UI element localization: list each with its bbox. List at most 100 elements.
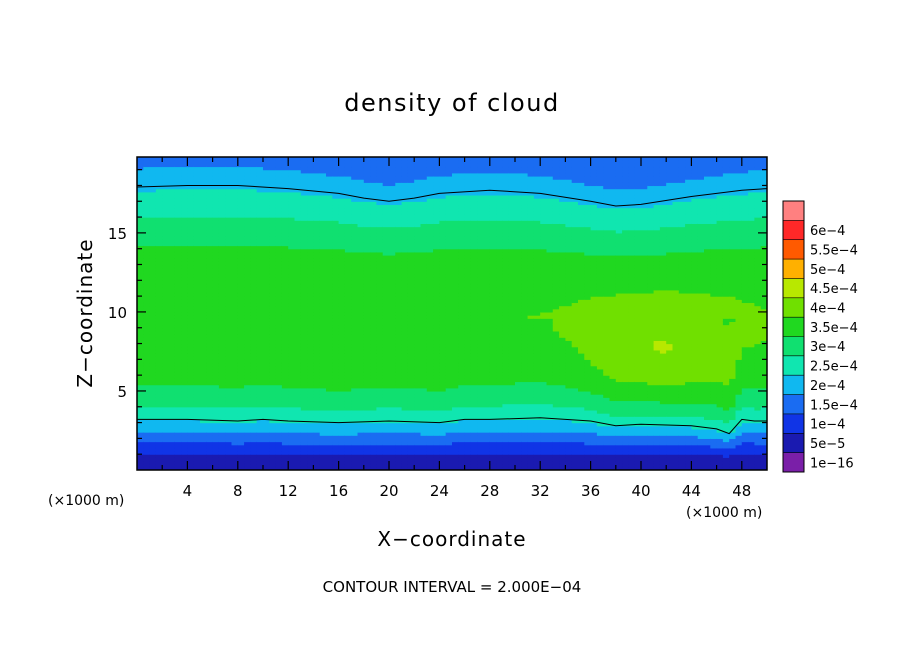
density-cell <box>357 428 365 433</box>
density-cell <box>332 270 340 275</box>
density-cell <box>313 327 321 332</box>
density-cell <box>187 302 195 307</box>
density-cell <box>200 356 207 360</box>
density-cell <box>426 381 434 386</box>
density-cell <box>168 270 176 275</box>
density-cell <box>275 264 283 269</box>
density-cell <box>155 277 163 281</box>
density-cell <box>319 283 327 288</box>
density-cell <box>237 283 245 288</box>
density-cell <box>307 324 314 329</box>
density-cell <box>351 182 359 187</box>
density-cell <box>256 435 264 439</box>
density-cell <box>137 337 144 341</box>
density-cell <box>401 334 409 338</box>
density-cell <box>244 191 251 196</box>
density-cell <box>395 226 403 231</box>
density-cell <box>439 198 447 202</box>
density-cell <box>363 416 371 421</box>
density-cell <box>244 232 251 237</box>
density-cell <box>351 169 359 174</box>
density-cell <box>332 451 340 455</box>
density-cell <box>181 349 188 354</box>
density-cell <box>300 201 308 206</box>
density-cell <box>338 397 346 402</box>
density-cell <box>395 365 403 370</box>
density-cell <box>300 346 308 351</box>
density-cell <box>149 194 157 199</box>
density-cell <box>143 248 151 253</box>
density-cell <box>351 387 359 392</box>
density-cell <box>344 447 352 452</box>
density-cell <box>263 302 270 307</box>
density-cell <box>256 292 264 297</box>
density-cell <box>370 198 377 202</box>
density-cell <box>294 315 302 319</box>
density-cell <box>433 163 440 168</box>
density-cell <box>200 330 207 335</box>
density-cell <box>200 390 207 395</box>
density-cell <box>389 185 396 190</box>
density-cell <box>420 460 428 465</box>
density-cell <box>326 169 333 174</box>
density-cell <box>414 432 422 436</box>
density-cell <box>181 267 188 272</box>
density-cell <box>439 330 447 335</box>
density-cell <box>370 394 377 398</box>
density-cell <box>155 463 163 468</box>
density-cell <box>256 245 264 250</box>
density-cell <box>294 409 302 414</box>
density-cell <box>433 438 440 443</box>
density-cell <box>155 157 163 161</box>
density-cell <box>313 305 321 310</box>
density-cell <box>294 188 302 193</box>
density-cell <box>275 166 283 171</box>
density-cell <box>174 175 182 180</box>
density-cell <box>275 327 283 332</box>
density-cell <box>193 447 201 452</box>
density-cell <box>376 258 384 262</box>
density-cell <box>200 261 207 266</box>
density-cell <box>269 384 277 389</box>
density-cell <box>426 447 434 452</box>
density-cell <box>231 182 239 187</box>
density-cell <box>137 457 144 462</box>
density-cell <box>307 451 314 455</box>
density-cell <box>344 454 352 458</box>
density-cell <box>155 210 163 215</box>
density-cell <box>137 283 144 288</box>
density-cell <box>452 413 459 417</box>
density-cell <box>414 406 422 411</box>
density-cell <box>319 327 327 332</box>
density-cell <box>256 400 264 405</box>
density-cell <box>263 444 270 449</box>
density-cell <box>143 286 151 291</box>
density-cell <box>162 359 170 364</box>
density-cell <box>300 292 308 297</box>
density-cell <box>193 346 201 351</box>
density-cell <box>256 213 264 218</box>
density-cell <box>439 299 447 304</box>
density-cell <box>351 359 359 364</box>
density-cell <box>181 258 188 262</box>
density-cell <box>319 201 327 206</box>
density-cell <box>382 406 390 411</box>
density-cell <box>313 308 321 313</box>
density-cell <box>426 213 434 218</box>
density-cell <box>174 292 182 297</box>
density-cell <box>212 172 220 177</box>
density-cell <box>414 327 422 332</box>
density-cell <box>426 251 434 256</box>
density-cell <box>313 172 321 177</box>
density-cell <box>389 425 396 430</box>
density-cell <box>263 463 270 468</box>
density-cell <box>445 353 453 357</box>
density-cell <box>244 451 251 455</box>
density-cell <box>269 283 277 288</box>
density-cell <box>376 236 384 240</box>
density-cell <box>269 236 277 240</box>
density-cell <box>338 201 346 206</box>
density-cell <box>401 343 409 348</box>
density-cell <box>162 463 170 468</box>
density-cell <box>338 239 346 243</box>
